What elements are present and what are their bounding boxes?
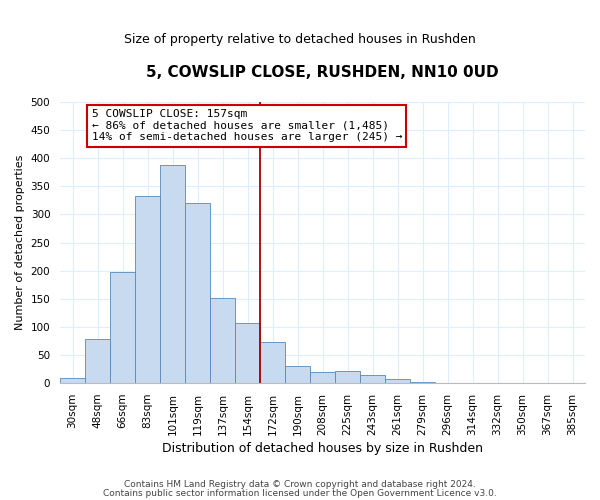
Bar: [435, 382, 460, 383]
Bar: [285, 366, 310, 383]
Title: 5, COWSLIP CLOSE, RUSHDEN, NN10 0UD: 5, COWSLIP CLOSE, RUSHDEN, NN10 0UD: [146, 65, 499, 80]
Bar: [385, 380, 410, 383]
Bar: [335, 371, 360, 383]
Bar: [560, 382, 585, 383]
Bar: [360, 375, 385, 383]
Bar: [160, 165, 185, 383]
Bar: [110, 272, 135, 383]
Bar: [185, 203, 210, 383]
Bar: [235, 323, 260, 383]
Bar: [310, 372, 335, 383]
Bar: [60, 378, 85, 383]
Bar: [85, 340, 110, 383]
X-axis label: Distribution of detached houses by size in Rushden: Distribution of detached houses by size …: [162, 442, 483, 455]
Text: 5 COWSLIP CLOSE: 157sqm
← 86% of detached houses are smaller (1,485)
14% of semi: 5 COWSLIP CLOSE: 157sqm ← 86% of detache…: [92, 109, 402, 142]
Bar: [410, 382, 435, 383]
Text: Contains HM Land Registry data © Crown copyright and database right 2024.: Contains HM Land Registry data © Crown c…: [124, 480, 476, 489]
Bar: [260, 342, 285, 383]
Text: Size of property relative to detached houses in Rushden: Size of property relative to detached ho…: [124, 32, 476, 46]
Bar: [210, 298, 235, 383]
Y-axis label: Number of detached properties: Number of detached properties: [15, 155, 25, 330]
Bar: [135, 196, 160, 383]
Text: Contains public sector information licensed under the Open Government Licence v3: Contains public sector information licen…: [103, 488, 497, 498]
